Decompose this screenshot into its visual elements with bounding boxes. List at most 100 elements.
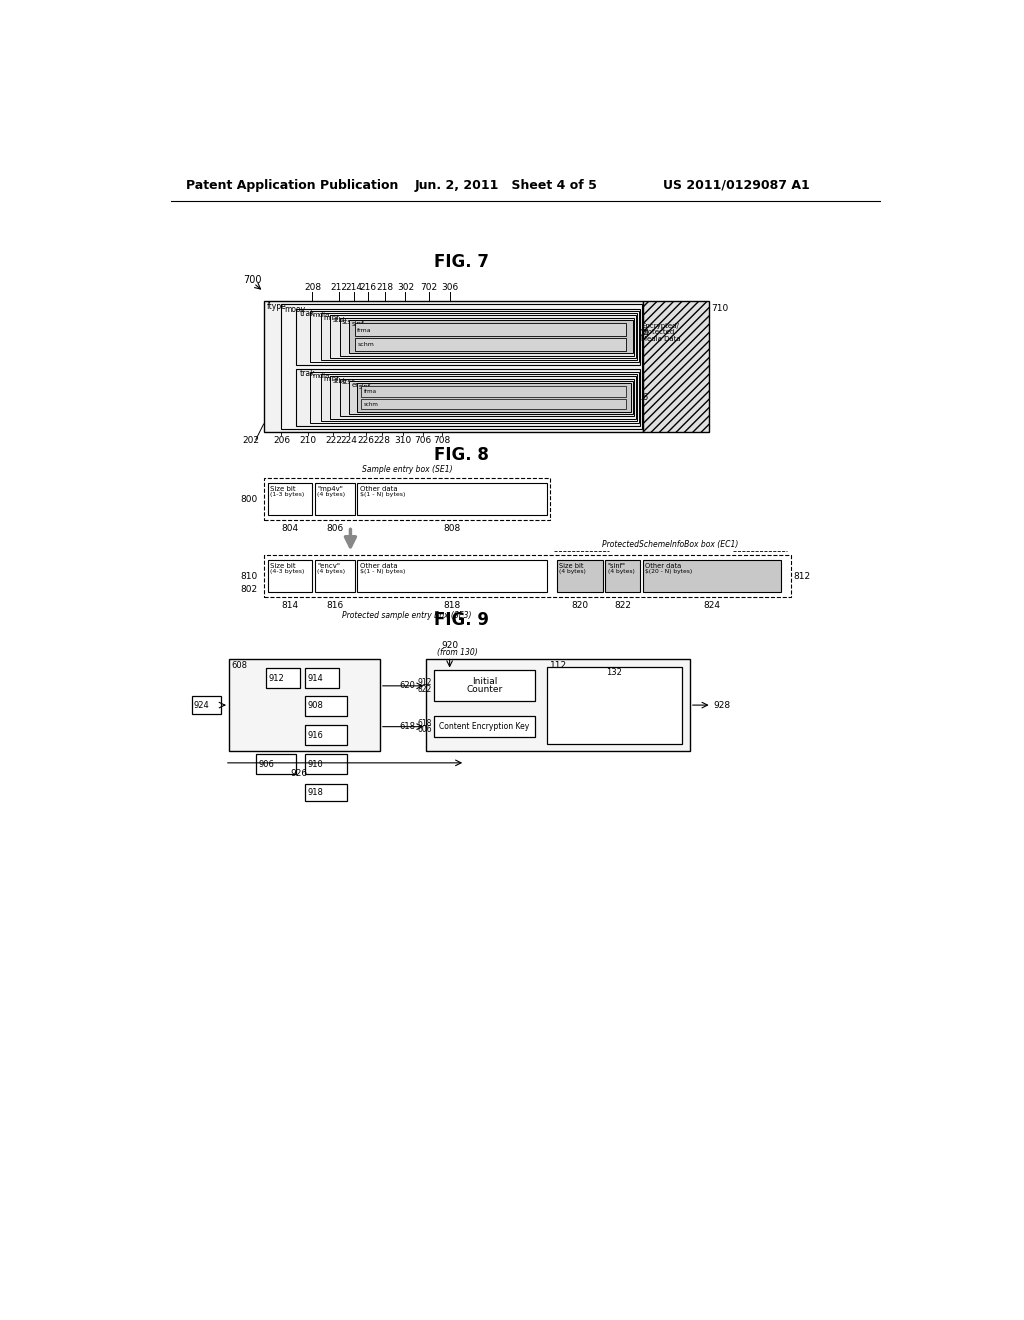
FancyBboxPatch shape [191, 696, 221, 714]
Text: 912: 912 [268, 673, 284, 682]
Text: 702: 702 [420, 284, 437, 292]
FancyBboxPatch shape [357, 483, 547, 515]
Text: 810: 810 [241, 572, 257, 581]
Text: mdia: mdia [312, 313, 330, 318]
FancyBboxPatch shape [305, 696, 347, 715]
Text: moov: moov [284, 305, 305, 314]
Text: 824: 824 [703, 601, 720, 610]
FancyBboxPatch shape [361, 399, 627, 409]
Text: mdia: mdia [312, 374, 330, 379]
Text: Initial: Initial [472, 677, 498, 686]
Text: Encrypted/: Encrypted/ [641, 323, 679, 329]
Text: 822: 822 [418, 685, 432, 694]
Text: 808: 808 [443, 524, 461, 533]
Text: 112: 112 [550, 660, 566, 669]
Text: Media Data: Media Data [641, 335, 681, 342]
Text: (4 bytes): (4 bytes) [317, 492, 345, 498]
Text: ProtectedSchemelnfoBox box (EC1): ProtectedSchemelnfoBox box (EC1) [602, 540, 738, 549]
Text: (from 130): (from 130) [437, 648, 478, 657]
Text: Other data: Other data [359, 562, 397, 569]
Text: 608: 608 [231, 660, 247, 669]
Text: Other data: Other data [359, 486, 397, 492]
Text: US 2011/0129087 A1: US 2011/0129087 A1 [663, 178, 810, 191]
Text: 228: 228 [374, 437, 391, 445]
Text: 226: 226 [357, 437, 375, 445]
Text: 704: 704 [632, 329, 649, 338]
Text: Size bit: Size bit [559, 562, 584, 569]
Text: ftype: ftype [266, 302, 287, 310]
Text: 924: 924 [194, 701, 210, 710]
Text: 908: 908 [307, 701, 323, 710]
FancyBboxPatch shape [310, 372, 639, 424]
Text: sinf: sinf [351, 321, 364, 327]
Text: 210: 210 [299, 437, 316, 445]
FancyBboxPatch shape [296, 309, 640, 364]
Text: 302: 302 [397, 284, 414, 292]
Text: Jun. 2, 2011   Sheet 4 of 5: Jun. 2, 2011 Sheet 4 of 5 [415, 178, 598, 191]
Text: Size bit: Size bit [270, 486, 296, 492]
Text: 306: 306 [441, 284, 459, 292]
Text: Protected: Protected [641, 330, 674, 335]
FancyBboxPatch shape [266, 668, 300, 688]
Text: $(20 - N) bytes): $(20 - N) bytes) [645, 569, 692, 574]
FancyBboxPatch shape [605, 561, 640, 591]
Text: Content Encryption Key: Content Encryption Key [439, 722, 529, 731]
Text: 926: 926 [290, 770, 307, 777]
Text: 216: 216 [359, 284, 377, 292]
Text: Patent Application Publication: Patent Application Publication [186, 178, 398, 191]
Text: 816: 816 [327, 601, 343, 610]
Text: trak: trak [299, 370, 315, 379]
Text: stbl: stbl [333, 378, 345, 384]
FancyBboxPatch shape [321, 313, 637, 360]
FancyBboxPatch shape [263, 554, 791, 598]
FancyBboxPatch shape [321, 374, 637, 421]
Text: 912: 912 [418, 678, 432, 688]
Text: 208: 208 [304, 284, 321, 292]
Text: Other data: Other data [645, 562, 681, 569]
FancyBboxPatch shape [643, 561, 780, 591]
Text: (1-3 bytes): (1-3 bytes) [270, 492, 304, 498]
Text: 918: 918 [307, 788, 323, 797]
FancyBboxPatch shape [256, 755, 296, 775]
Text: minf: minf [324, 314, 339, 321]
FancyBboxPatch shape [434, 671, 535, 701]
FancyBboxPatch shape [355, 323, 627, 337]
Text: 800: 800 [241, 495, 257, 504]
Text: 222: 222 [325, 437, 342, 445]
Text: frma: frma [364, 389, 377, 395]
Text: 212: 212 [331, 284, 347, 292]
FancyBboxPatch shape [305, 755, 347, 775]
Text: FIG. 9: FIG. 9 [434, 611, 488, 630]
Text: "sinf": "sinf" [607, 562, 626, 569]
FancyBboxPatch shape [296, 370, 640, 425]
Text: 132: 132 [606, 668, 622, 677]
Text: minf: minf [324, 376, 339, 381]
FancyBboxPatch shape [355, 338, 627, 351]
Text: (4 bytes): (4 bytes) [607, 569, 635, 574]
Text: 202: 202 [243, 437, 260, 445]
Text: 914: 914 [307, 673, 323, 682]
Text: 710: 710 [712, 304, 729, 313]
Text: (4 bytes): (4 bytes) [317, 569, 345, 574]
Text: 206: 206 [272, 437, 290, 445]
Text: schm: schm [357, 342, 375, 347]
FancyBboxPatch shape [281, 304, 642, 429]
FancyBboxPatch shape [331, 376, 636, 418]
Text: 700: 700 [243, 275, 261, 285]
FancyBboxPatch shape [340, 318, 634, 355]
FancyBboxPatch shape [267, 483, 312, 515]
Text: "mp4v": "mp4v" [317, 486, 343, 492]
Text: 802: 802 [241, 585, 257, 594]
Text: 806: 806 [327, 524, 343, 533]
Text: 906: 906 [258, 760, 274, 768]
Text: $(1 - N) bytes): $(1 - N) bytes) [359, 492, 406, 498]
Text: frma: frma [357, 327, 372, 333]
Text: 218: 218 [377, 284, 394, 292]
Text: 224: 224 [340, 437, 357, 445]
Text: stsc: stsc [342, 379, 355, 385]
Text: Sample entry box (SE1): Sample entry box (SE1) [361, 465, 453, 474]
Text: 706: 706 [414, 437, 431, 445]
Text: 620: 620 [399, 681, 415, 690]
Text: 812: 812 [794, 572, 811, 581]
FancyBboxPatch shape [349, 381, 633, 414]
